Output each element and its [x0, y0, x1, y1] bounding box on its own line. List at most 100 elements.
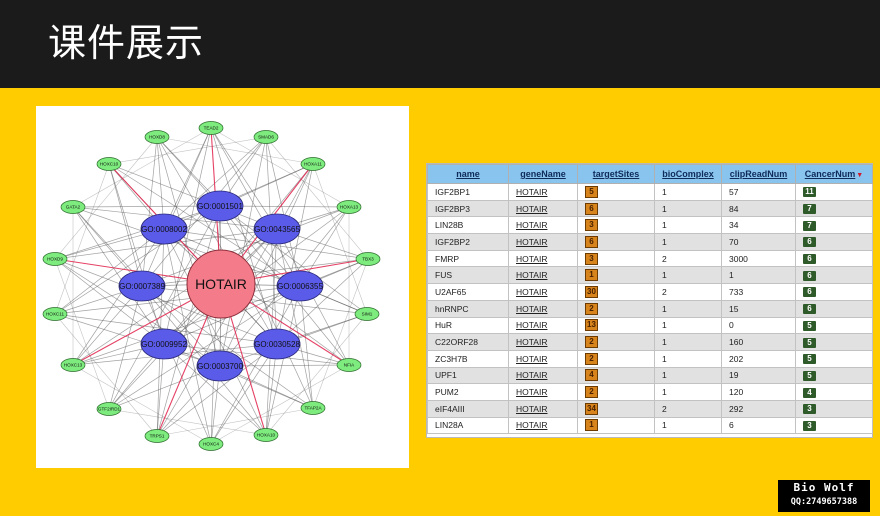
genename-link[interactable]: HOTAIR [516, 220, 548, 231]
gene-node[interactable] [198, 437, 224, 451]
go-node[interactable] [140, 213, 188, 245]
genename-link[interactable]: HOTAIR [516, 286, 548, 297]
cancernum-badge[interactable]: 6 [803, 304, 816, 315]
cancernum-badge[interactable]: 5 [803, 370, 816, 381]
genename-link[interactable]: HOTAIR [516, 236, 548, 247]
table-row[interactable]: hnRNPC HOTAIR 2 1 15 6 [427, 299, 873, 318]
table-row[interactable]: HuR HOTAIR 13 1 0 5 [427, 316, 873, 335]
genename-link[interactable]: HOTAIR [516, 270, 548, 281]
table-row[interactable]: IGF2BP3 HOTAIR 6 1 84 7 [427, 199, 873, 218]
gene-node-label: SMAD6 [258, 135, 274, 140]
cancernum-badge[interactable]: 3 [803, 404, 816, 415]
table-row[interactable]: LIN28B HOTAIR 3 1 34 7 [427, 216, 873, 235]
genename-link[interactable]: HOTAIR [516, 337, 548, 348]
genename-link[interactable]: HOTAIR [516, 403, 548, 414]
cancernum-badge[interactable]: 6 [803, 237, 816, 248]
gene-node[interactable] [60, 200, 86, 214]
go-node[interactable] [276, 270, 324, 302]
targetsites-badge[interactable]: 6 [585, 235, 598, 248]
gene-node[interactable] [60, 358, 86, 372]
targetsites-badge[interactable]: 3 [585, 219, 598, 232]
go-node[interactable] [253, 213, 301, 245]
go-node[interactable] [253, 328, 301, 360]
go-node[interactable] [196, 350, 244, 382]
gene-node[interactable] [96, 157, 122, 171]
gene-node[interactable] [198, 121, 224, 135]
hotair-center-node[interactable] [186, 249, 256, 319]
gene-node[interactable] [300, 401, 326, 415]
table-row[interactable]: UPF1 HOTAIR 4 1 19 5 [427, 366, 873, 385]
go-node[interactable] [118, 270, 166, 302]
gene-node[interactable] [336, 358, 362, 372]
cancernum-badge[interactable]: 5 [803, 320, 816, 331]
gene-node[interactable] [355, 252, 381, 266]
targetsites-badge[interactable]: 1 [585, 269, 598, 282]
cancernum-badge[interactable]: 11 [803, 187, 816, 198]
targetsites-badge[interactable]: 5 [585, 185, 598, 198]
cell-name: C22ORF28 [427, 333, 509, 351]
cell-clipreadnum: 202 [721, 349, 796, 368]
gene-node[interactable] [144, 429, 170, 443]
targetsites-badge[interactable]: 3 [585, 252, 598, 265]
sort-descending-icon[interactable]: ▼ [856, 172, 864, 179]
genename-link[interactable]: HOTAIR [516, 370, 548, 381]
genename-link[interactable]: HOTAIR [516, 420, 548, 431]
genename-link[interactable]: HOTAIR [516, 353, 548, 364]
table-row[interactable]: U2AF65 HOTAIR 30 2 733 6 [427, 283, 873, 301]
table-row[interactable]: eIF4AIII HOTAIR 34 2 292 3 [427, 399, 873, 418]
cancernum-badge[interactable]: 7 [803, 204, 816, 215]
table-row[interactable]: LIN28A HOTAIR 1 1 6 3 [427, 416, 873, 435]
cancernum-badge[interactable]: 6 [803, 287, 816, 298]
cancernum-badge[interactable]: 7 [803, 220, 816, 231]
gene-node[interactable] [96, 402, 122, 416]
gene-node[interactable] [336, 200, 362, 214]
table-row[interactable]: FMRP HOTAIR 3 2 3000 6 [427, 249, 873, 268]
table-row[interactable]: ZC3H7B HOTAIR 2 1 202 5 [427, 349, 873, 368]
genename-link[interactable]: HOTAIR [516, 387, 548, 398]
gene-node[interactable] [42, 307, 68, 321]
cancernum-badge[interactable]: 5 [803, 337, 816, 348]
table-row[interactable]: IGF2BP1 HOTAIR 5 1 57 11 [427, 183, 873, 201]
targetsites-badge[interactable]: 2 [585, 336, 598, 349]
targetsites-badge[interactable]: 6 [585, 202, 598, 215]
targetsites-badge[interactable]: 2 [585, 352, 598, 365]
column-header-cancernum[interactable]: CancerNum▼ [795, 164, 873, 184]
network-edge [141, 206, 350, 287]
cancernum-badge[interactable]: 5 [803, 354, 816, 365]
genename-link[interactable]: HOTAIR [516, 320, 548, 331]
column-header-biocomplex[interactable]: bioComplex [654, 164, 722, 184]
cell-clipreadnum: 0 [721, 316, 796, 335]
table-row[interactable]: FUS HOTAIR 1 1 1 6 [427, 266, 873, 285]
cancernum-badge[interactable]: 6 [803, 254, 816, 265]
cancernum-badge[interactable]: 6 [803, 270, 816, 281]
gene-node[interactable] [253, 130, 279, 144]
targetsites-badge[interactable]: 30 [585, 285, 598, 298]
genename-link[interactable]: HOTAIR [516, 203, 548, 214]
gene-node[interactable] [300, 157, 326, 171]
genename-link[interactable]: HOTAIR [516, 253, 548, 264]
go-node[interactable] [140, 328, 188, 360]
gene-node[interactable] [144, 130, 170, 144]
column-header-clipreadnum[interactable]: clipReadNum [721, 164, 796, 184]
gene-node[interactable] [42, 252, 68, 266]
targetsites-badge[interactable]: 2 [585, 386, 598, 399]
table-row[interactable]: C22ORF28 HOTAIR 2 1 160 5 [427, 333, 873, 351]
targetsites-badge[interactable]: 1 [585, 419, 598, 432]
go-node[interactable] [196, 190, 244, 222]
targetsites-badge[interactable]: 2 [585, 302, 598, 315]
gene-node[interactable] [354, 307, 380, 321]
genename-link[interactable]: HOTAIR [516, 303, 548, 314]
targetsites-badge[interactable]: 4 [585, 369, 598, 382]
table-row[interactable]: IGF2BP2 HOTAIR 6 1 70 6 [427, 233, 873, 251]
column-header-name[interactable]: name [427, 164, 509, 184]
table-row[interactable]: PUM2 HOTAIR 2 1 120 4 [427, 383, 873, 401]
targetsites-badge[interactable]: 34 [585, 402, 598, 415]
cancernum-badge[interactable]: 4 [803, 387, 816, 398]
column-header-targetsites[interactable]: targetSites [577, 164, 655, 184]
targetsites-badge[interactable]: 13 [585, 319, 598, 332]
cancernum-badge[interactable]: 3 [803, 420, 816, 431]
gene-node[interactable] [253, 428, 279, 442]
column-header-genename[interactable]: geneName [508, 164, 578, 184]
cell-genename: HOTAIR [508, 383, 578, 401]
genename-link[interactable]: HOTAIR [516, 186, 548, 197]
